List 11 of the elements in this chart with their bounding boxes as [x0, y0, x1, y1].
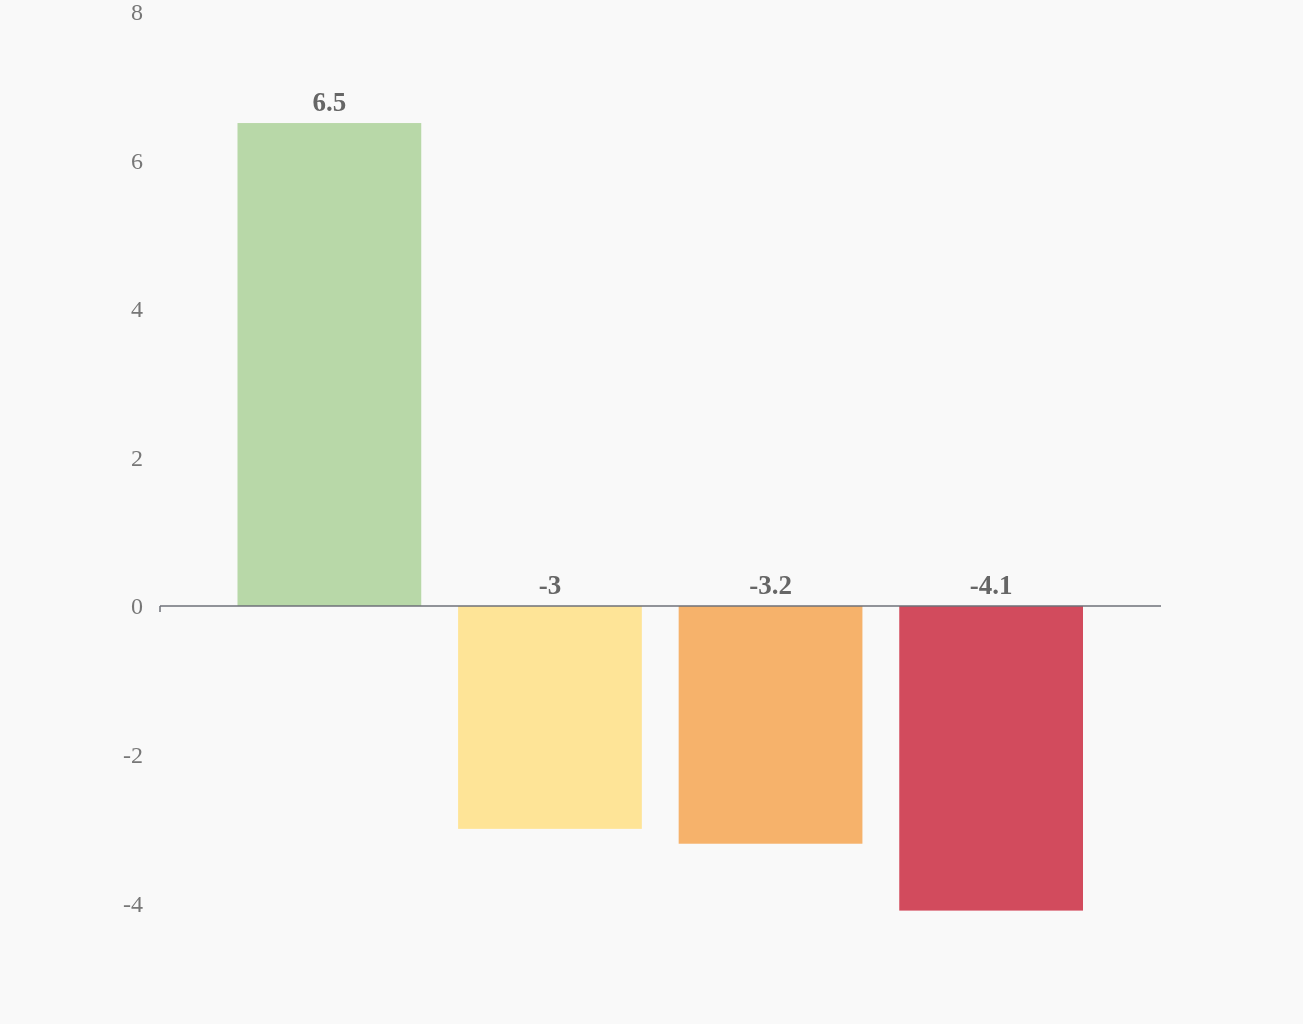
data-label: -4.1 [969, 569, 1013, 600]
y-tick-label: 2 [131, 444, 143, 471]
y-tick-label: 0 [131, 593, 143, 620]
y-tick-label: -2 [123, 741, 143, 768]
y-tick-label: -4 [123, 890, 143, 917]
y-tick-label: 6 [131, 147, 143, 174]
data-label: -3 [538, 569, 562, 600]
data-label: -3.2 [749, 569, 792, 600]
data-label: 6.5 [312, 87, 347, 118]
y-tick-label: 4 [131, 296, 143, 323]
y-tick-label: 8 [131, 0, 143, 25]
